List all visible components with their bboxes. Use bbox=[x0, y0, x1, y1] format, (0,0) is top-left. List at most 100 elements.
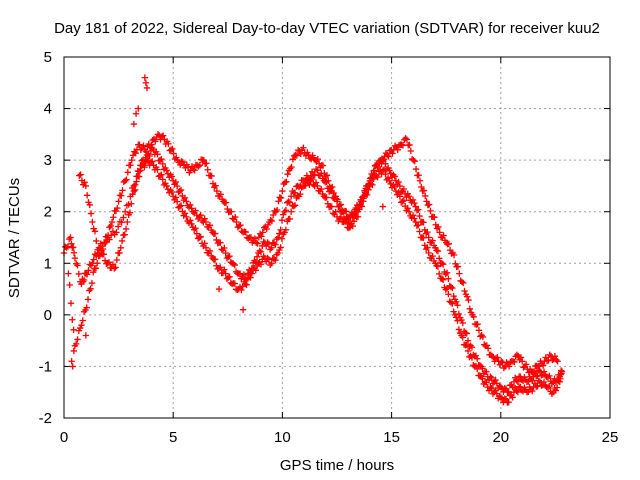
data-point-interp bbox=[172, 178, 180, 186]
data-point-interp bbox=[77, 171, 84, 178]
data-point-interp bbox=[394, 146, 401, 154]
data-point-interp bbox=[496, 382, 503, 389]
data-point-interp bbox=[192, 207, 199, 214]
data-point-interp bbox=[382, 170, 389, 178]
data-point-interp bbox=[522, 361, 530, 368]
data-point-interp bbox=[450, 308, 457, 315]
data-point-interp bbox=[429, 252, 436, 260]
data-point-interp bbox=[535, 377, 543, 384]
data-point bbox=[436, 229, 443, 236]
data-point-interp bbox=[221, 244, 228, 252]
data-point-interp bbox=[435, 223, 442, 231]
data-point-interp bbox=[133, 178, 140, 185]
data-point bbox=[405, 208, 413, 215]
data-point-interp bbox=[395, 178, 402, 186]
data-point bbox=[183, 213, 190, 221]
data-point-interp bbox=[81, 179, 88, 186]
data-point bbox=[154, 131, 162, 138]
data-point-interp bbox=[100, 250, 107, 258]
data-point-interp bbox=[465, 296, 472, 304]
data-point-interp bbox=[402, 135, 409, 142]
data-point-interp bbox=[443, 269, 451, 276]
data-point-interp bbox=[201, 215, 208, 222]
data-point-interp bbox=[217, 264, 224, 271]
data-point-interp bbox=[237, 221, 244, 229]
data-point-interp bbox=[395, 189, 402, 196]
data-point-interp bbox=[280, 211, 287, 218]
data-point-interp bbox=[555, 377, 562, 385]
data-point-interp bbox=[141, 163, 148, 171]
data-point-interp bbox=[354, 213, 362, 220]
data-point-interp bbox=[553, 356, 560, 364]
data-point bbox=[438, 275, 446, 282]
x-tick-label: 5 bbox=[169, 429, 177, 446]
data-point-interp bbox=[173, 182, 181, 190]
data-point bbox=[386, 177, 393, 184]
data-point bbox=[351, 208, 358, 215]
data-point bbox=[274, 234, 282, 241]
data-point-interp bbox=[534, 372, 541, 380]
data-point-interp bbox=[443, 285, 451, 292]
data-point-interp bbox=[69, 244, 77, 251]
data-point-interp bbox=[116, 249, 123, 257]
data-point-interp bbox=[474, 320, 481, 328]
data-point-interp bbox=[546, 351, 553, 359]
x-tick-label: 0 bbox=[60, 429, 68, 446]
data-point-interp bbox=[332, 208, 339, 216]
data-point bbox=[124, 218, 131, 226]
data-point bbox=[410, 156, 417, 164]
data-point-interp bbox=[415, 172, 422, 179]
data-point-interp bbox=[449, 300, 456, 307]
data-point-interp bbox=[361, 189, 369, 196]
data-point-interp bbox=[128, 200, 135, 207]
data-point-interp bbox=[231, 261, 238, 269]
data-point-interp bbox=[336, 202, 343, 209]
data-point bbox=[121, 177, 129, 184]
data-point-interp bbox=[552, 387, 560, 394]
data-point-interp bbox=[505, 398, 512, 406]
data-point bbox=[71, 254, 79, 262]
data-point-spike bbox=[215, 285, 223, 293]
data-point-interp bbox=[123, 176, 130, 183]
data-point-interp bbox=[439, 276, 447, 283]
data-point-interp bbox=[540, 378, 548, 386]
data-point-spike bbox=[143, 84, 151, 92]
data-point-interp bbox=[289, 156, 297, 163]
data-point-interp bbox=[112, 264, 119, 271]
data-point-interp bbox=[242, 228, 249, 236]
data-point-interp bbox=[454, 263, 462, 270]
data-point-interp bbox=[204, 166, 211, 173]
y-tick-label: 2 bbox=[44, 204, 52, 221]
data-point-interp bbox=[67, 300, 75, 307]
data-point-interp bbox=[374, 163, 382, 171]
data-point bbox=[556, 378, 563, 386]
x-tick-label: 25 bbox=[602, 429, 619, 446]
data-point bbox=[464, 337, 472, 344]
data-point bbox=[163, 167, 170, 174]
data-point-interp bbox=[511, 358, 518, 366]
data-point-interp bbox=[400, 197, 408, 204]
data-point-interp bbox=[257, 261, 265, 268]
data-point-interp bbox=[468, 344, 476, 351]
data-point bbox=[554, 358, 561, 365]
data-point-interp bbox=[169, 145, 176, 153]
data-point-interp bbox=[235, 222, 243, 230]
data-point-interp bbox=[88, 279, 96, 287]
data-point-interp bbox=[539, 362, 547, 369]
data-point bbox=[379, 167, 387, 174]
y-tick-label: 0 bbox=[44, 307, 52, 324]
data-point-interp bbox=[466, 305, 473, 313]
data-point-interp bbox=[297, 190, 304, 198]
data-point-interp bbox=[391, 173, 398, 180]
data-point-interp bbox=[300, 144, 307, 151]
data-point-interp bbox=[181, 210, 189, 217]
y-tick-label: 1 bbox=[44, 255, 52, 272]
data-point-interp bbox=[76, 324, 84, 332]
data-point bbox=[287, 193, 295, 200]
data-point-interp bbox=[365, 182, 373, 190]
data-point-interp bbox=[479, 333, 487, 341]
data-point-interp bbox=[132, 149, 139, 157]
data-point-interp bbox=[159, 160, 166, 168]
data-point-interp bbox=[470, 313, 477, 321]
data-point bbox=[196, 234, 203, 241]
